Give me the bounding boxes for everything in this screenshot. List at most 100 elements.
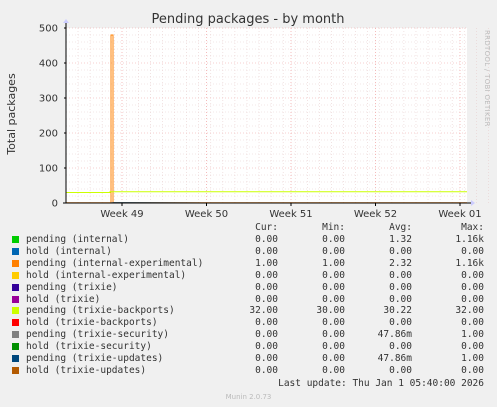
legend-row: hold (trixie-security) 0.00 0.00 0.00 0.00 (0, 341, 497, 353)
munin-version: Munin 2.0.73 (225, 393, 272, 401)
legend-cur-value: 0.00 (255, 353, 278, 364)
legend-max-value: 1.16k (455, 234, 484, 245)
legend-avg-value: 2.32 (389, 257, 412, 269)
legend-avg-value: 0.00 (389, 317, 412, 329)
x-tick-label: Week 52 (354, 209, 397, 220)
legend-min-value: 1.00 (322, 257, 345, 269)
legend-min-value: 0.00 (322, 293, 345, 305)
legend-max-value: 0.00 (461, 245, 484, 257)
legend-row: hold (trixie-backports) 0.00 0.00 0.00 0.00 (0, 317, 497, 329)
y-tick-label: 500 (39, 24, 58, 35)
chart: Pending packages - by month Total packag… (5, 12, 491, 220)
legend-max-value: 1.16k (455, 257, 484, 269)
legend-row: hold (internal) 0.00 0.00 0.00 0.00 (0, 246, 497, 258)
legend-min-value: 30.00 (316, 305, 345, 317)
legend-max-value: 0.00 (461, 317, 484, 329)
series-line (66, 191, 467, 193)
legend-row: hold (trixie-updates) 0.00 0.00 0.00 0.00 (0, 365, 497, 377)
y-axis-arrow (63, 19, 69, 23)
legend-row: hold (trixie) 0.00 0.00 0.00 0.00 (0, 294, 497, 306)
legend-max-value: 1.00 (461, 329, 484, 341)
legend-cur-value: 0.00 (255, 317, 278, 329)
legend-row: pending (internal-experimental) 1.00 1.00 2… (0, 258, 497, 270)
grid (66, 27, 489, 204)
legend-swatch (12, 366, 19, 374)
legend-label: pending (internal) (26, 234, 129, 245)
legend-min-value: 0.00 (322, 245, 345, 257)
header-min: Min: (322, 222, 345, 233)
legend-cur-value: 0.00 (255, 364, 278, 376)
legend-cur-value: 1.00 (255, 257, 278, 269)
legend-cur-value: 0.00 (255, 341, 278, 353)
legend-label: pending (trixie-backports) (26, 305, 175, 317)
legend-max-value: 0.00 (461, 364, 484, 376)
legend-avg-value: 30.22 (383, 305, 412, 317)
legend-min-value: 0.00 (322, 234, 345, 245)
legend-cur-value: 0.00 (255, 293, 278, 305)
legend-row: pending (trixie-security) 0.00 0.00 47.86m 1… (0, 329, 497, 341)
legend-row: pending (trixie-backports) 32.00 30.00 30.2… (0, 305, 497, 317)
y-axis-title: Total packages (5, 73, 18, 156)
legend-label: hold (internal) (26, 245, 112, 257)
last-update: Last update: Thu Jan 1 05:40:00 2026 (278, 378, 484, 389)
y-tick-label: 0 (52, 199, 58, 210)
legend-avg-value: 0.00 (389, 364, 412, 376)
legend-avg-value: 47.86m (377, 353, 412, 364)
legend-swatch (12, 319, 19, 327)
x-tick-label: Week 51 (269, 209, 312, 220)
x-tick-label: Week 50 (185, 209, 228, 220)
legend-label: pending (internal-experimental) (26, 257, 204, 269)
y-tick-label: 100 (39, 164, 58, 175)
plot-area (66, 28, 467, 203)
y-tick-label: 200 (39, 129, 58, 140)
legend-cur-value: 0.00 (255, 281, 278, 293)
legend-avg-value: 47.86m (377, 329, 412, 341)
legend-label: hold (trixie-backports) (26, 317, 158, 329)
legend-label: hold (trixie) (26, 293, 101, 305)
legend-avg-value: 0.00 (389, 281, 412, 293)
x-tick-label: Week 01 (438, 209, 481, 220)
legend-avg-value: 1.32 (389, 234, 412, 245)
y-ticks: 0 100 200 300 400 500 (39, 24, 66, 210)
legend-min-value: 0.00 (322, 353, 345, 364)
legend-label: hold (internal-experimental) (26, 269, 187, 281)
legend-min-value: 0.00 (322, 317, 345, 329)
legend-cur-value: 32.00 (249, 305, 278, 317)
legend-label: pending (trixie) (26, 281, 118, 293)
legend-label: pending (trixie-security) (26, 329, 169, 341)
legend-min-value: 0.00 (322, 341, 345, 353)
legend-swatch (12, 271, 19, 279)
legend-row: pending (internal) 0.00 0.00 1.32 1.16k (0, 234, 497, 246)
legend-row: pending (trixie) 0.00 0.00 0.00 0.00 (0, 282, 497, 294)
legend-max-value: 0.00 (461, 281, 484, 293)
legend-avg-value: 0.00 (389, 269, 412, 281)
header-cur: Cur: (255, 222, 278, 233)
axes (63, 19, 475, 206)
legend-label: hold (trixie-updates) (26, 364, 147, 376)
y-tick-label: 300 (39, 94, 58, 105)
legend-label: pending (trixie-updates) (26, 353, 164, 364)
legend-min-value: 0.00 (322, 329, 345, 341)
legend-header: Cur: Min: Avg: Max: (0, 222, 497, 234)
legend-row: hold (internal-experimental) 0.00 0.00 0.00… (0, 270, 497, 282)
x-tick-label: Week 49 (100, 209, 143, 220)
legend-avg-value: 0.00 (389, 245, 412, 257)
legend-max-value: 0.00 (461, 269, 484, 281)
x-ticks: Week 49 Week 50 Week 51 Week 52 Week 01 (100, 203, 482, 220)
header-avg: Avg: (389, 222, 412, 233)
legend-swatch (12, 331, 19, 339)
legend-swatch (12, 236, 19, 243)
legend-swatch (12, 295, 19, 303)
legend-min-value: 0.00 (322, 269, 345, 281)
legend-cur-value: 0.00 (255, 269, 278, 281)
legend-swatch (12, 355, 19, 362)
legend-max-value: 0.00 (461, 293, 484, 305)
header-max: Max: (461, 222, 484, 233)
legend-min-value: 0.00 (322, 364, 345, 376)
legend-swatch (12, 247, 19, 255)
legend-swatch (12, 343, 19, 351)
legend-row: pending (trixie-updates) 0.00 0.00 47.86m 1.… (0, 353, 497, 365)
legend-cur-value: 0.00 (255, 329, 278, 341)
legend-label: hold (trixie-security) (26, 341, 152, 353)
legend-cur-value: 0.00 (255, 234, 278, 245)
